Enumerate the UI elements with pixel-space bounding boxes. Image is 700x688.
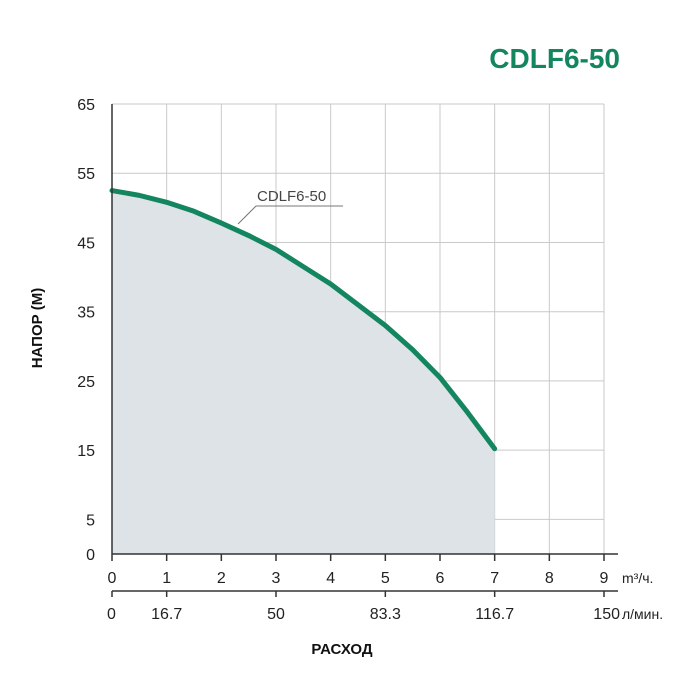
x-unit-m3h: m³/ч. (622, 570, 653, 586)
curve-area-fill (112, 190, 495, 555)
x-tick-label-lmin: 116.7 (475, 606, 514, 623)
x-tick-label-m3h: 1 (162, 570, 171, 587)
curve-label-leader (237, 205, 257, 225)
y-tick-label: 65 (77, 97, 95, 114)
y-tick-label: 35 (77, 305, 95, 322)
area-layer: CDLF6-50 (109, 188, 498, 555)
x-tick-label-m3h: 6 (436, 570, 445, 587)
y-tick-label: 5 (86, 512, 95, 529)
curve-label: CDLF6-50 (257, 188, 326, 205)
x-tick-label-m3h: 3 (272, 570, 281, 587)
x-tick-label-lmin: 50 (267, 606, 285, 623)
y-tick-label: 45 (77, 235, 95, 252)
x-tick-label-lmin: 0 (107, 606, 116, 623)
x-tick-label-m3h: 2 (217, 570, 226, 587)
y-tick-label: 25 (77, 374, 95, 391)
x-tick-label-lmin: 83.3 (370, 606, 401, 623)
x-tick-label-m3h: 5 (381, 570, 390, 587)
x-tick-label-m3h: 9 (600, 570, 609, 587)
x-tick-label-m3h: 8 (545, 570, 554, 587)
x-axis-title: РАСХОД (311, 641, 372, 658)
x-tick-label-lmin: 16.7 (151, 606, 182, 623)
y-tick-label: 0 (86, 547, 95, 564)
x-unit-lmin: л/мин. (622, 606, 663, 622)
x-tick-label-m3h: 4 (326, 570, 335, 587)
y-axis-title: НАПОР (М) (29, 288, 46, 369)
chart-title: CDLF6-50 (489, 43, 620, 74)
x-tick-label-m3h: 7 (490, 570, 499, 587)
axes (111, 104, 618, 592)
y-tick-label: 55 (77, 166, 95, 183)
x-tick-label-lmin: 150 (593, 606, 620, 623)
y-tick-label: 15 (77, 443, 95, 460)
x-tick-label-m3h: 0 (108, 570, 117, 587)
